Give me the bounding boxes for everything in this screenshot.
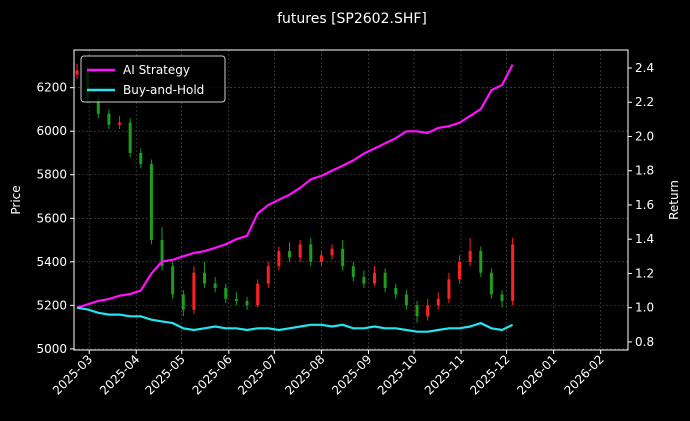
y-axis-label: Price: [9, 185, 23, 214]
candle-body: [309, 244, 313, 262]
candle-body: [436, 298, 440, 306]
y-tick-label: 5600: [36, 211, 67, 225]
candle-body: [245, 301, 249, 306]
y2-tick-label: 2.2: [635, 95, 654, 109]
y2-tick-label: 1.8: [635, 164, 654, 178]
series-line: [76, 64, 514, 309]
candle-body: [298, 244, 302, 258]
y-tick-label: 6000: [36, 124, 67, 138]
candle-body: [149, 163, 153, 241]
y2-axis-label: Return: [667, 180, 681, 220]
y2-tick-label: 2.4: [635, 61, 654, 75]
candle-body: [128, 122, 132, 153]
candle-body: [277, 250, 281, 267]
candle-body: [479, 250, 483, 273]
candle-body: [351, 266, 355, 278]
candle-body: [341, 248, 345, 267]
candle-body: [415, 305, 419, 317]
candle-body: [330, 248, 334, 256]
candle-body: [266, 266, 270, 284]
candle-body: [458, 261, 462, 280]
candle-body: [319, 255, 323, 262]
candle-body: [256, 283, 260, 306]
candle-body: [160, 240, 164, 267]
candle-body: [234, 298, 238, 302]
candle-body: [373, 272, 377, 284]
candle-body: [383, 272, 387, 288]
candle-body: [96, 98, 100, 114]
legend-label: Buy-and-Hold: [123, 83, 204, 97]
legend-label: AI Strategy: [123, 63, 190, 77]
candle-body: [118, 122, 122, 125]
candle-body: [171, 266, 175, 295]
candle-body: [394, 287, 398, 295]
candle-body: [362, 277, 366, 284]
candle-body: [447, 279, 451, 299]
legend: AI Strategy Buy-and-Hold: [80, 55, 226, 103]
series-line: [76, 306, 514, 333]
y2-tick-label: 1.6: [635, 198, 654, 212]
candle-body: [489, 272, 493, 295]
y-tick-label: 5800: [36, 168, 67, 182]
candle-body: [181, 294, 185, 310]
candle-body: [75, 70, 79, 75]
candle-body: [468, 250, 472, 262]
candle-body: [139, 152, 143, 164]
y-tick-label: 6200: [36, 81, 67, 95]
candle-body: [288, 250, 292, 258]
chart-title: futures [SP2602.SHF]: [277, 11, 427, 27]
y2-tick-label: 1.2: [635, 266, 654, 280]
candle-body: [203, 272, 207, 284]
y2-tick-label: 2.0: [635, 129, 654, 143]
candle-body: [107, 113, 111, 125]
y2-tick-label: 0.8: [635, 335, 654, 349]
candle-body: [224, 287, 228, 299]
candle-body: [213, 283, 217, 288]
candle-body: [192, 272, 196, 310]
candle-body: [511, 244, 515, 302]
candle-body: [404, 294, 408, 306]
plot-frame: [73, 49, 629, 351]
y-tick-label: 5200: [36, 298, 67, 312]
legend-box: [80, 55, 226, 103]
y-tick-label: 5400: [36, 255, 67, 269]
y2-tick-label: 1.0: [635, 301, 654, 315]
candle-body: [500, 294, 504, 302]
y2-tick-label: 1.4: [635, 232, 654, 246]
y-tick-label: 5000: [36, 342, 67, 356]
candle-body: [426, 305, 430, 317]
